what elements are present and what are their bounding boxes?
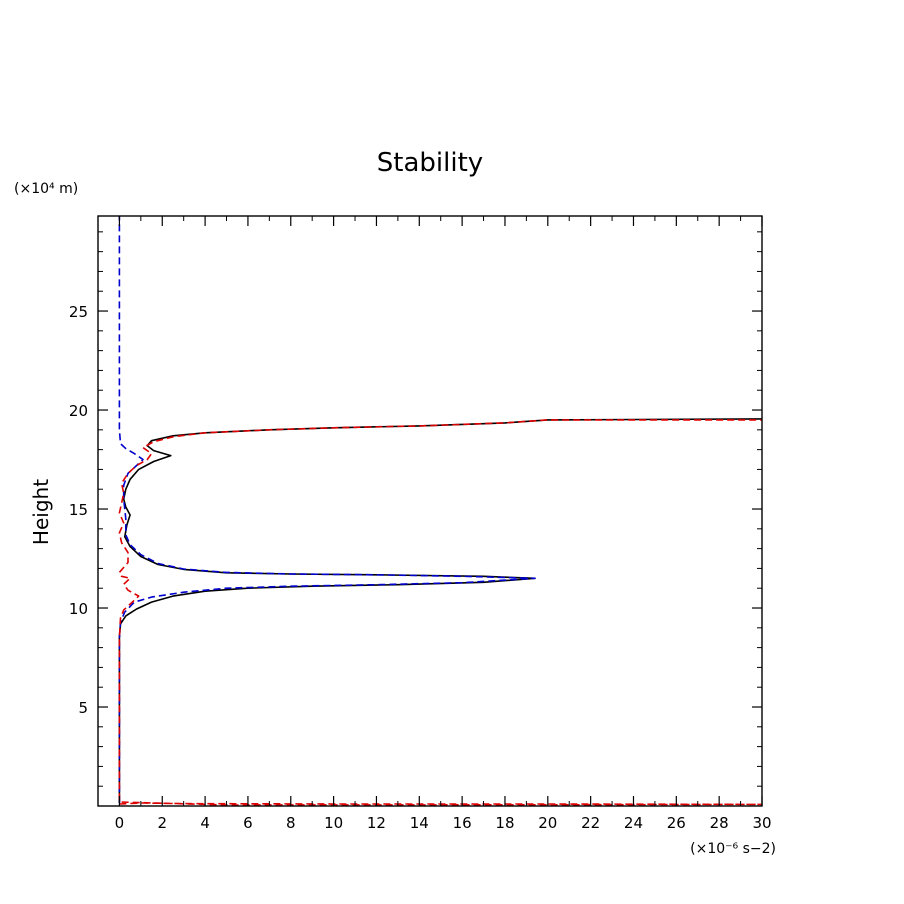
x-tick-label: 0 [115, 814, 125, 832]
x-tick-label: 30 [752, 814, 771, 832]
x-tick-label: 28 [710, 814, 729, 832]
x-tick-label: 8 [286, 814, 296, 832]
y-tick-label: 5 [78, 699, 88, 717]
y-tick-label: 15 [69, 501, 88, 519]
series-line-red-dashed [118, 419, 762, 806]
x-tick-label: 20 [538, 814, 557, 832]
x-tick-label: 22 [581, 814, 600, 832]
y-axis-title: Height [29, 479, 53, 545]
x-tick-label: 12 [367, 814, 386, 832]
chart-title: Stability [377, 148, 483, 178]
x-tick-label: 26 [667, 814, 686, 832]
y-tick-label: 10 [69, 600, 88, 618]
series-line-black-solid [118, 418, 762, 803]
x-tick-label: 4 [200, 814, 210, 832]
x-tick-label: 16 [453, 814, 472, 832]
x-unit-label: (×10⁻⁶ s−2) [690, 841, 776, 857]
series-line-blue-dashed [118, 216, 536, 803]
x-tick-label: 2 [157, 814, 167, 832]
plot-frame [97, 215, 763, 807]
x-tick-label: 24 [624, 814, 643, 832]
y-tick-label: 20 [69, 402, 88, 420]
x-tick-label: 10 [324, 814, 343, 832]
x-tick-label: 6 [243, 814, 253, 832]
y-unit-label: (×10⁴ m) [14, 181, 78, 197]
x-tick-label: 18 [495, 814, 514, 832]
y-tick-label: 25 [69, 303, 88, 321]
x-tick-label: 14 [410, 814, 429, 832]
